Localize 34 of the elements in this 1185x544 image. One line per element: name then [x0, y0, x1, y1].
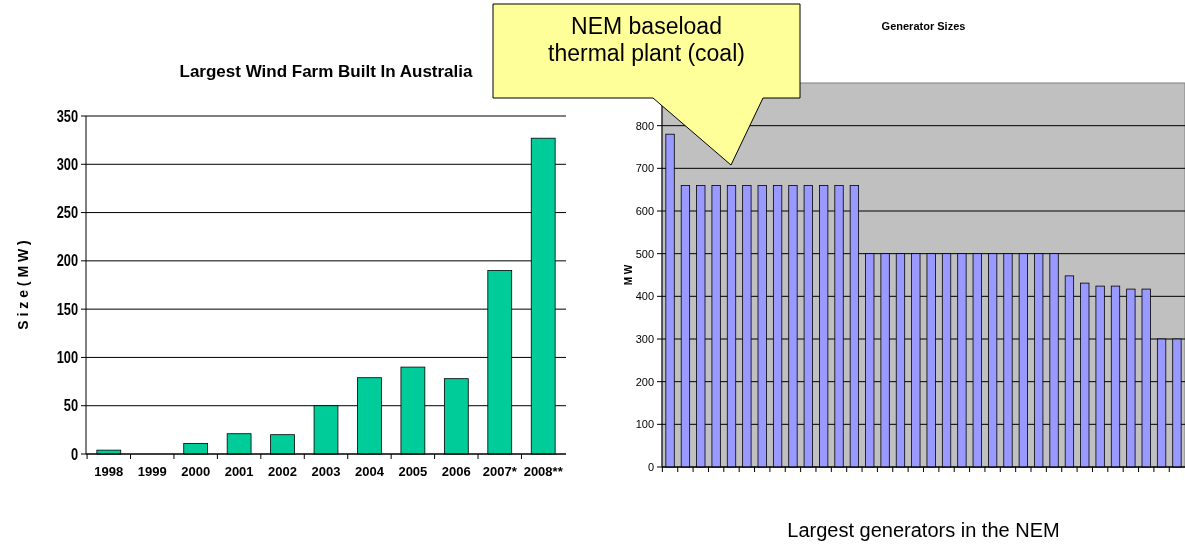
- text: NEM baseload thermal plant (coal): [548, 13, 745, 66]
- y-tick-label: 250: [56, 203, 78, 222]
- y-tick-label: 350: [56, 107, 78, 125]
- y-tick-label: 200: [56, 252, 78, 270]
- y-tick-label: 700: [635, 162, 654, 175]
- y-tick-label: 300: [56, 155, 78, 174]
- y-tick-label: 0: [647, 460, 654, 473]
- x-tick-label: 2000: [181, 464, 211, 479]
- y-tick-label: 200: [635, 375, 654, 388]
- x-tick-label: 2005: [398, 464, 428, 479]
- x-tick-label: 2001: [224, 464, 254, 479]
- y-tick-label: 100: [635, 418, 654, 431]
- y-tick-label: 400: [635, 290, 654, 303]
- x-tick-label: 2004: [354, 464, 385, 479]
- y-tick-label: 300: [635, 332, 654, 345]
- y-axis-title: S i z e ( M W ): [15, 240, 31, 330]
- x-axis-title: Largest generators in the NEM: [787, 519, 1060, 541]
- x-tick-label: 1998: [94, 464, 124, 479]
- y-tick-label: 600: [635, 204, 654, 217]
- y-axis-title: M W: [623, 264, 634, 286]
- chart-title: Largest Wind Farm Built In Australia: [179, 62, 474, 81]
- x-tick-label: 2008**: [523, 464, 564, 479]
- x-tick-label: 2003: [311, 464, 341, 479]
- y-tick-label: 100: [56, 348, 78, 367]
- y-tick-label: 500: [635, 247, 654, 260]
- y-tick-label: 0: [70, 445, 78, 463]
- y-tick-label: 50: [63, 396, 78, 415]
- x-tick-label: 1999: [137, 464, 167, 479]
- x-tick-label: 2002: [268, 464, 298, 479]
- chart-title: Generator Sizes: [881, 20, 966, 32]
- x-tick-label: 2006: [441, 464, 471, 479]
- y-tick-label: 150: [56, 300, 78, 319]
- y-tick-label: 800: [635, 119, 654, 132]
- x-tick-label: 2007*: [482, 464, 518, 479]
